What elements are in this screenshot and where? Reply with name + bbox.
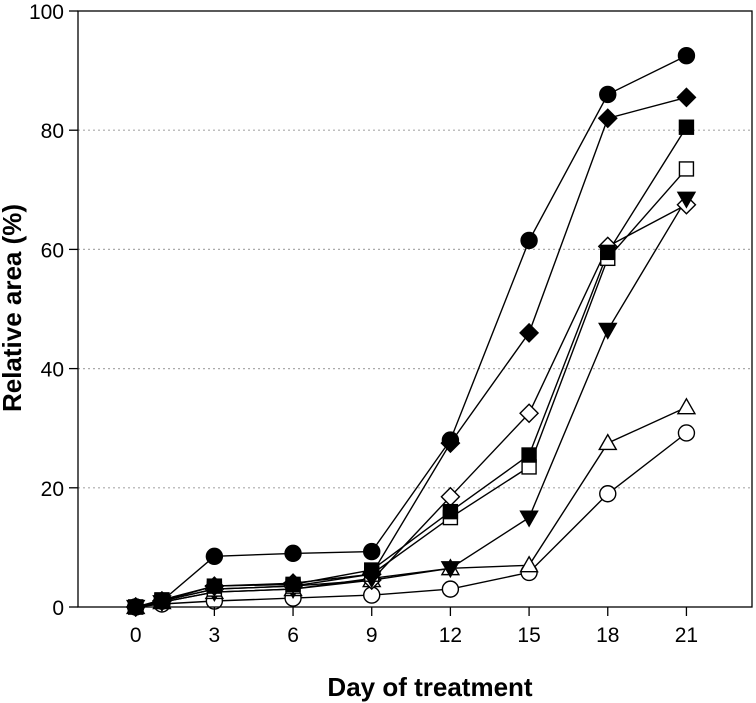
y-tick-label-0: 0 — [52, 597, 64, 620]
series-0-point-4 — [363, 542, 381, 561]
x-axis-title: Day of treatment — [327, 672, 532, 702]
series-7-point-8 — [677, 424, 696, 442]
axes: 0 20 40 60 80 100 0 3 6 9 12 15 18 21 — [29, 1, 753, 647]
y-tick-label-40: 40 — [41, 359, 64, 382]
x-tick-label-18: 18 — [596, 624, 619, 647]
x-tick-label-6: 6 — [287, 624, 299, 647]
series-line-2 — [135, 126, 687, 608]
series-0-point-5 — [441, 431, 460, 449]
series-1-point-3 — [283, 573, 304, 594]
series-6-point-6 — [519, 555, 539, 573]
series-2-point-6 — [521, 447, 537, 463]
y-tick-label-60: 60 — [41, 239, 64, 262]
series-4-point-6 — [519, 510, 539, 528]
series-6-point-8 — [676, 397, 697, 415]
series-1-point-2 — [204, 576, 225, 597]
y-tick-label-80: 80 — [41, 120, 64, 143]
series-2-point-5 — [442, 503, 459, 520]
series-4-point-5 — [440, 561, 461, 579]
series-0-point-1 — [153, 592, 171, 610]
series-7-point-5 — [441, 580, 460, 598]
series-1-point-8 — [676, 87, 697, 108]
x-tick-label-12: 12 — [439, 624, 462, 647]
y-tick-label-100: 100 — [29, 1, 64, 24]
series-0-point-3 — [284, 544, 302, 563]
series-4-point-7 — [598, 322, 618, 340]
series-0-point-8 — [677, 47, 696, 65]
x-tick-label-3: 3 — [209, 624, 221, 647]
grid-lines — [78, 129, 752, 489]
series-1-point-7 — [597, 108, 618, 129]
series-2-point-7 — [600, 244, 616, 261]
series-6-point-7 — [598, 433, 618, 451]
x-tick-label-21: 21 — [675, 624, 698, 647]
series-1-point-6 — [519, 322, 540, 343]
series-3-point-8 — [678, 161, 695, 177]
series-4-point-8 — [676, 191, 697, 209]
series-5-point-6 — [519, 403, 540, 424]
series-1-point-4 — [361, 564, 382, 585]
series-line-1 — [135, 96, 687, 608]
y-axis-title: Relative area (%) — [0, 204, 27, 412]
x-tick-label-9: 9 — [366, 624, 378, 647]
series-0-point-7 — [599, 85, 617, 104]
y-tick-label-20: 20 — [41, 478, 64, 501]
series-markers — [125, 47, 697, 617]
series-0-point-6 — [520, 231, 538, 250]
series-2-point-8 — [678, 119, 695, 135]
series-0-point-2 — [205, 547, 224, 566]
plot-frame — [77, 10, 753, 608]
x-tick-label-15: 15 — [517, 624, 540, 647]
x-tick-label-0: 0 — [130, 624, 142, 647]
series-line-6 — [135, 406, 687, 608]
series-7-point-7 — [599, 485, 617, 503]
